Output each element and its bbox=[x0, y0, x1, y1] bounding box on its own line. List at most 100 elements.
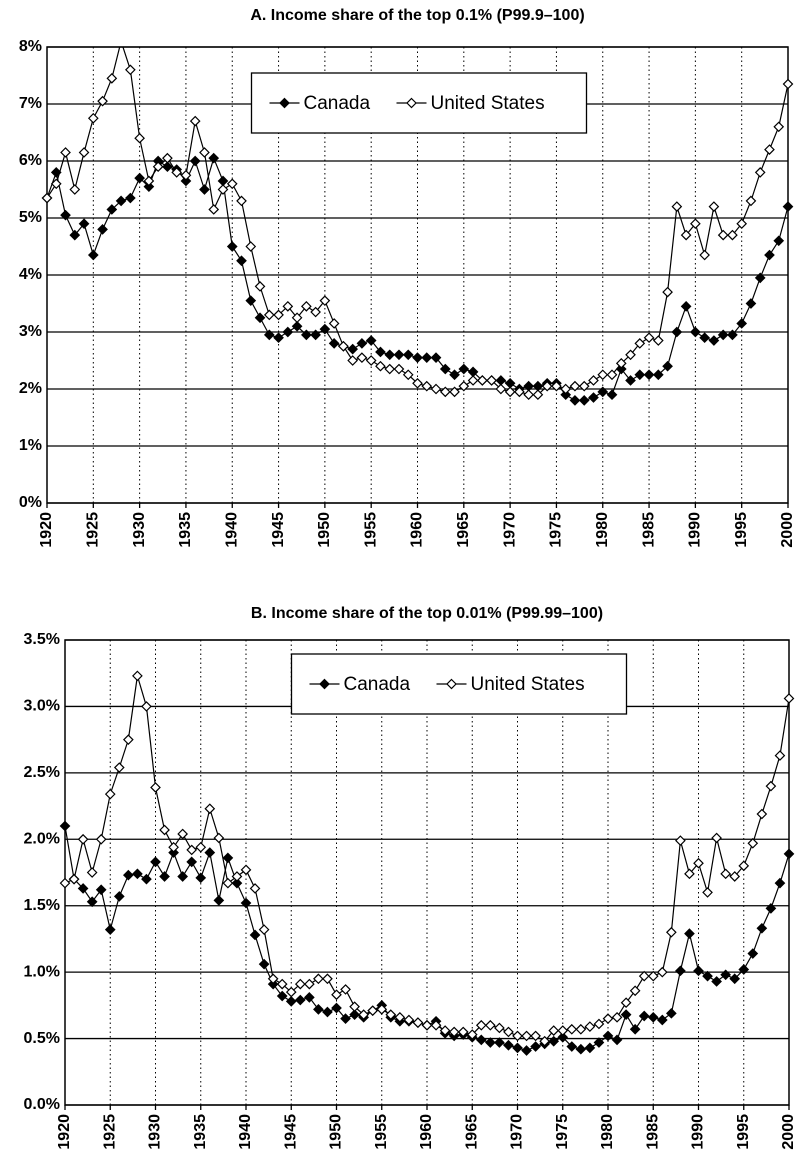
data-point bbox=[541, 380, 553, 392]
data-point bbox=[322, 973, 333, 985]
data-point bbox=[656, 1014, 668, 1026]
data-point bbox=[662, 360, 673, 372]
x-tick-label: 1940 bbox=[237, 1114, 254, 1150]
data-point bbox=[97, 95, 108, 107]
data-point bbox=[557, 1025, 569, 1036]
x-tick-label: 1980 bbox=[599, 1114, 616, 1150]
data-point bbox=[180, 169, 192, 181]
data-point bbox=[195, 841, 207, 853]
chart-title: B. Income share of the top 0.01% (P99.99… bbox=[251, 605, 603, 622]
data-point bbox=[476, 375, 488, 386]
data-point bbox=[699, 332, 710, 344]
data-point bbox=[439, 1025, 451, 1036]
data-point bbox=[285, 986, 297, 998]
data-point bbox=[597, 369, 609, 381]
data-point bbox=[177, 828, 188, 840]
data-point bbox=[702, 887, 713, 898]
x-tick-label: 1990 bbox=[687, 512, 704, 548]
data-point bbox=[60, 147, 71, 158]
data-point bbox=[132, 868, 143, 880]
y-tick-label: 2.5% bbox=[24, 764, 60, 781]
data-point bbox=[495, 375, 507, 386]
data-point bbox=[578, 380, 590, 392]
data-point bbox=[566, 1023, 578, 1035]
data-point bbox=[738, 964, 750, 975]
data-point bbox=[186, 844, 198, 856]
data-point bbox=[301, 329, 312, 341]
data-point bbox=[578, 395, 590, 406]
x-tick-label: 1985 bbox=[644, 1114, 661, 1150]
data-point bbox=[240, 897, 252, 909]
data-point bbox=[647, 1011, 659, 1023]
y-tick-label: 3% bbox=[19, 323, 42, 340]
data-point bbox=[328, 318, 340, 329]
data-point bbox=[143, 181, 155, 192]
plot bbox=[41, 47, 794, 406]
data-point bbox=[514, 386, 525, 398]
data-point bbox=[222, 852, 234, 864]
x-tick-label: 1995 bbox=[735, 1114, 752, 1150]
data-point bbox=[412, 1017, 424, 1028]
data-point bbox=[394, 1011, 406, 1023]
data-point bbox=[189, 115, 201, 127]
data-point bbox=[764, 144, 775, 155]
data-point bbox=[294, 978, 306, 990]
data-point bbox=[629, 1023, 641, 1035]
data-point bbox=[132, 670, 143, 682]
data-point bbox=[313, 973, 324, 985]
data-point bbox=[77, 883, 89, 894]
data-point bbox=[263, 309, 275, 321]
x-tick-label: 1995 bbox=[733, 512, 750, 548]
data-point bbox=[338, 340, 349, 352]
data-point bbox=[249, 883, 261, 894]
data-point bbox=[328, 338, 340, 349]
data-point bbox=[680, 229, 692, 241]
data-point bbox=[301, 301, 312, 312]
data-point bbox=[421, 380, 433, 392]
data-point bbox=[602, 1030, 614, 1042]
data-point bbox=[467, 375, 479, 386]
data-point bbox=[430, 352, 442, 363]
data-point bbox=[671, 201, 683, 212]
data-point bbox=[150, 856, 161, 868]
data-point bbox=[466, 1029, 478, 1040]
plot-frame bbox=[46, 46, 789, 504]
data-point bbox=[620, 1009, 632, 1021]
data-point bbox=[208, 152, 220, 164]
data-point bbox=[263, 329, 275, 341]
data-point bbox=[412, 377, 423, 389]
data-point bbox=[458, 363, 470, 375]
data-point bbox=[340, 984, 351, 995]
y-tick-label: 5% bbox=[19, 209, 42, 226]
data-point bbox=[226, 178, 238, 190]
data-point bbox=[575, 1043, 587, 1055]
data-point bbox=[393, 349, 405, 361]
data-point bbox=[615, 358, 627, 369]
data-point bbox=[662, 286, 673, 298]
data-point bbox=[213, 832, 225, 844]
data-point bbox=[729, 973, 741, 985]
data-point bbox=[736, 218, 748, 230]
data-point bbox=[638, 1010, 650, 1022]
data-point bbox=[439, 386, 451, 398]
data-point bbox=[106, 204, 118, 215]
data-point bbox=[569, 395, 581, 406]
data-point bbox=[77, 833, 89, 845]
data-point bbox=[773, 121, 785, 133]
data-point bbox=[747, 837, 759, 849]
x-tick-label: 1950 bbox=[316, 512, 333, 548]
legend-marker bbox=[446, 678, 457, 690]
data-point bbox=[485, 1037, 496, 1048]
x-tick-label: 1935 bbox=[177, 512, 194, 548]
data-point bbox=[276, 978, 288, 990]
data-point bbox=[638, 970, 650, 982]
data-point bbox=[393, 363, 405, 375]
data-point bbox=[597, 386, 609, 398]
data-point bbox=[652, 335, 664, 346]
data-point bbox=[291, 312, 303, 324]
data-point bbox=[551, 380, 562, 392]
data-point bbox=[606, 369, 618, 381]
data-point bbox=[584, 1042, 596, 1054]
data-point bbox=[282, 326, 294, 338]
data-point bbox=[68, 873, 80, 885]
